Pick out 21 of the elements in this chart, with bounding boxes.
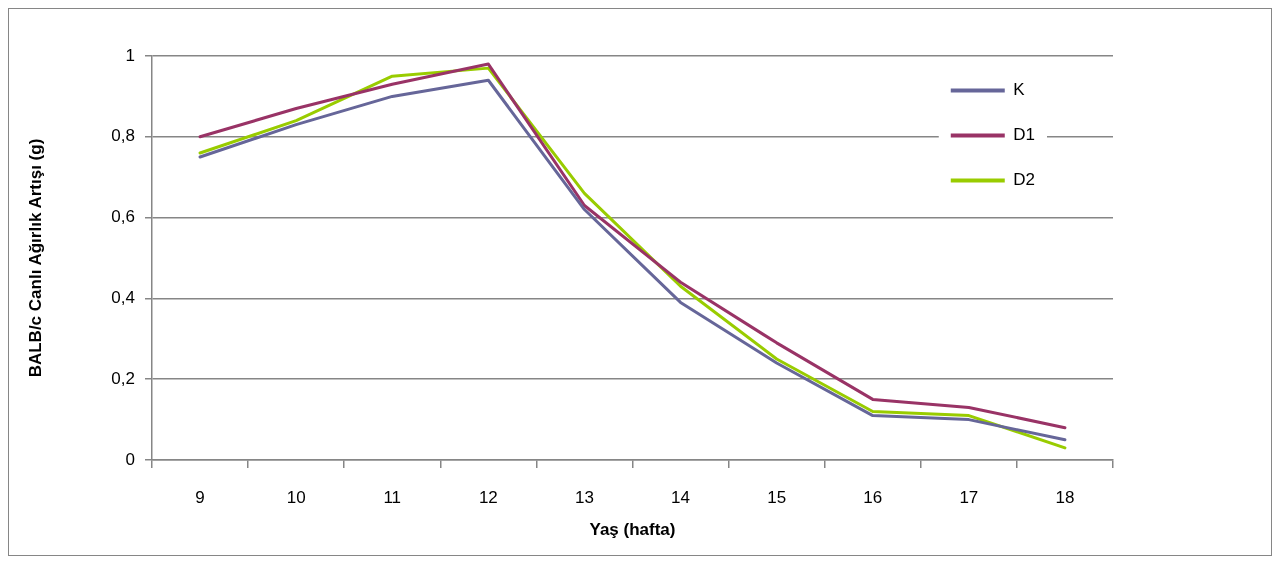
legend-label: D1 [1013,125,1035,145]
x-tick-label: 16 [863,487,883,507]
x-tick-label: 15 [767,487,787,507]
x-tick-label: 14 [671,487,691,507]
x-tick-label: 13 [574,487,594,507]
y-tick-label: 0,4 [111,288,135,308]
x-tick-label: 9 [195,487,205,507]
y-tick-label: 0,6 [111,207,135,227]
y-tick-label: 0,2 [111,368,135,388]
x-tick-label: 12 [478,487,498,507]
y-tick-label: 1 [125,45,135,65]
x-tick-label: 17 [959,487,979,507]
legend-label: K [1013,80,1026,100]
x-axis-title: Yaş (hafta) [589,520,676,540]
y-tick-label: 0,8 [111,126,135,146]
x-tick-label: 18 [1055,487,1075,507]
y-axis-title: BALB/c Canlı Ağırlık Artışı (g) [25,138,45,378]
x-tick-label: 11 [383,487,402,507]
x-tick-label: 10 [286,487,306,507]
legend-label: D2 [1013,170,1035,190]
y-tick-label: 0 [125,449,135,469]
